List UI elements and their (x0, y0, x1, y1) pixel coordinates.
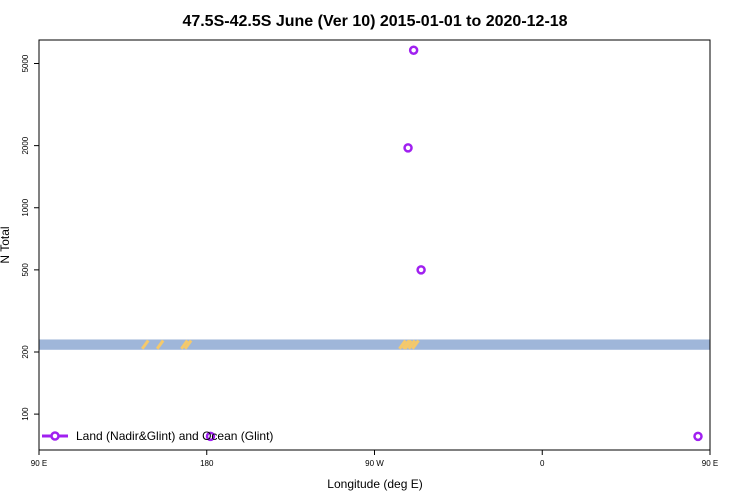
y-axis: 100 200 500 1000 2000 5000 (21, 54, 39, 421)
x-tick-label: 180 (200, 459, 214, 468)
x-axis: 90 E 180 90 W 0 90 E (31, 450, 718, 468)
x-tick-label: 90 E (702, 459, 718, 468)
x-tick-label: 90 W (365, 459, 384, 468)
legend-label: Land (Nadir&Glint) and Ocean (Glint) (76, 429, 273, 443)
y-tick-label: 1000 (21, 198, 30, 216)
legend: Land (Nadir&Glint) and Ocean (Glint) (42, 429, 273, 443)
band-highlight (398, 339, 407, 350)
y-tick-label: 5000 (21, 54, 30, 72)
band-highlight (180, 339, 189, 350)
data-point (403, 143, 413, 153)
x-tick-label: 0 (540, 459, 545, 468)
background-band (39, 339, 710, 350)
band-highlight (141, 339, 150, 350)
band-highlight (183, 339, 193, 350)
y-tick-label: 2000 (21, 136, 30, 154)
band-highlight (401, 339, 411, 350)
data-point (416, 265, 426, 275)
y-tick-label: 200 (21, 345, 30, 359)
data-point (693, 431, 703, 442)
x-tick-label: 90 E (31, 459, 47, 468)
plot-frame (38, 39, 711, 451)
data-points (205, 45, 703, 442)
legend-marker (50, 431, 60, 441)
chart-title: 47.5S-42.5S June (Ver 10) 2015-01-01 to … (182, 13, 567, 30)
data-point (408, 45, 419, 55)
band-highlight (403, 339, 413, 350)
band-highlight (407, 339, 416, 350)
band-highlight (155, 339, 165, 350)
data-point (205, 431, 216, 442)
y-tick-label: 500 (21, 263, 30, 277)
band-highlight (411, 339, 420, 350)
band-rect (39, 339, 710, 350)
y-axis-label: N Total (0, 226, 12, 263)
x-axis-label: Longitude (deg E) (327, 477, 422, 491)
y-tick-label: 100 (21, 407, 30, 421)
